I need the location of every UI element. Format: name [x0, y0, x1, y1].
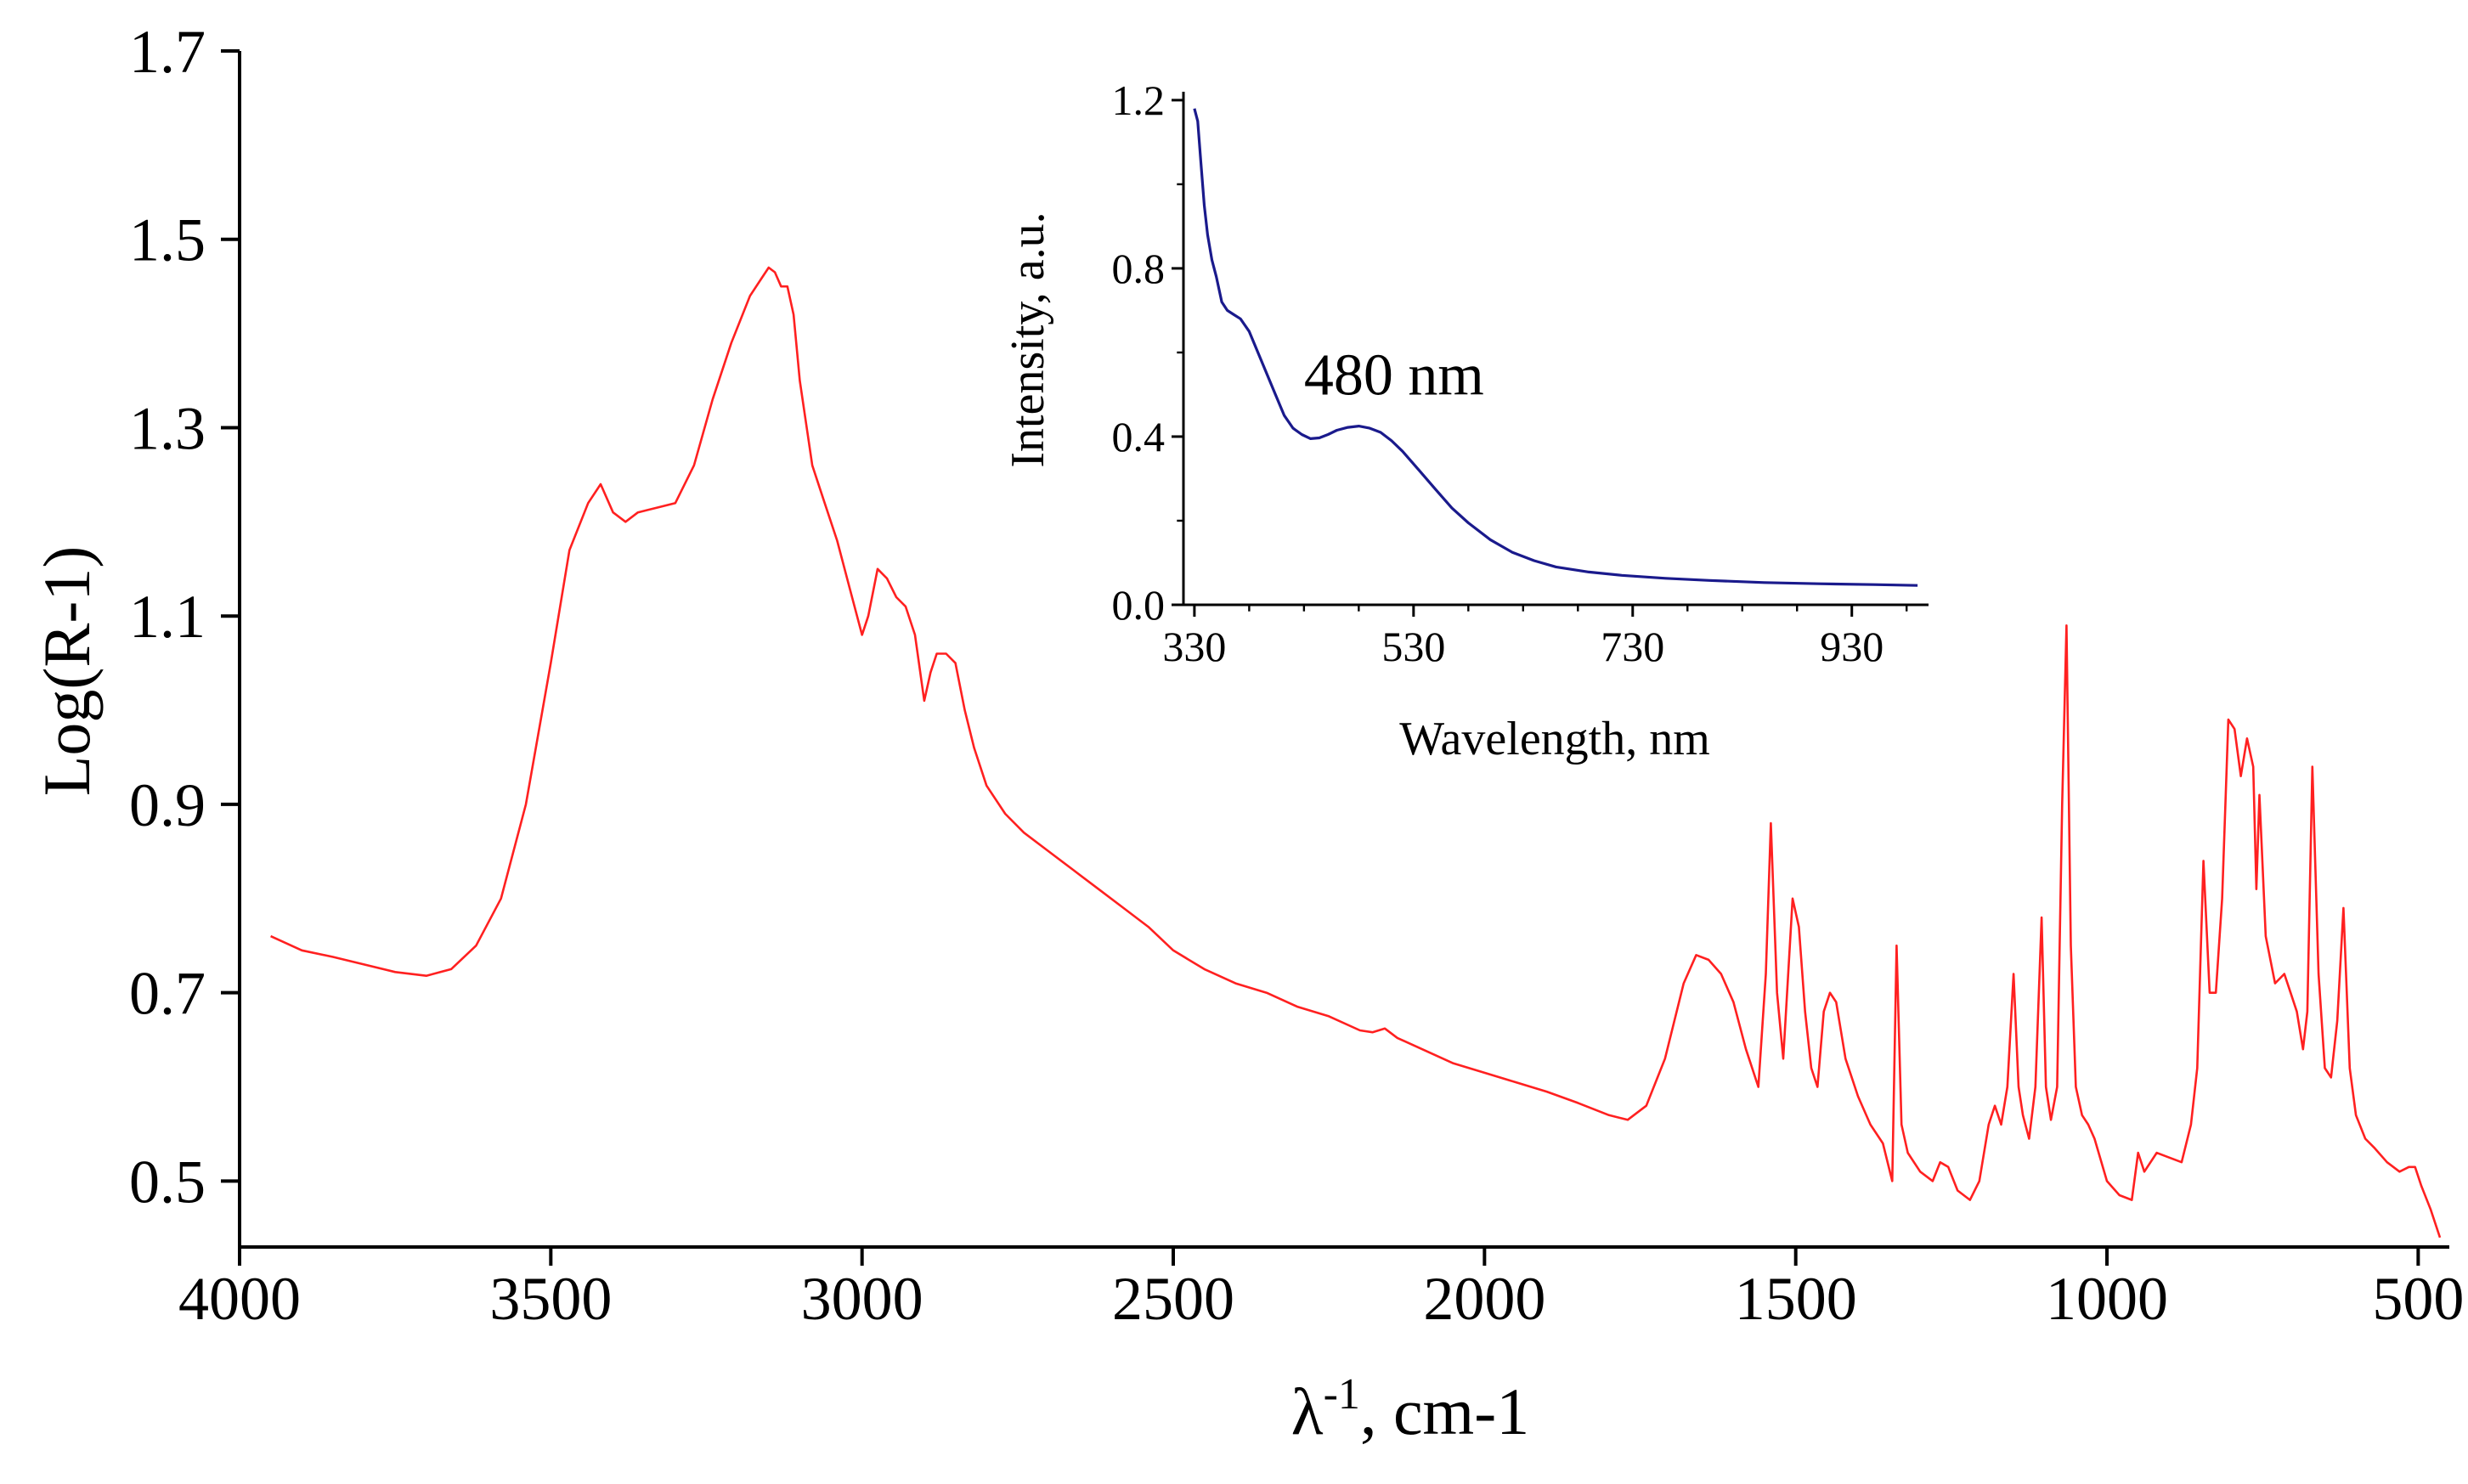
- inset-y-tick-label: 0.8: [1112, 245, 1166, 292]
- inset-x-tick-label: 930: [1820, 623, 1883, 670]
- main-spectrum-line: [270, 266, 2442, 1239]
- inset-x-tick-label: 730: [1601, 623, 1664, 670]
- main-y-axis-title: Log(R-1): [30, 546, 104, 797]
- main-x-tick-label: 3500: [489, 1265, 612, 1333]
- inset-y-tick-label: 1.2: [1112, 76, 1166, 124]
- main-x-tick-label: 4000: [178, 1265, 301, 1333]
- x-axis-title-base: λ: [1291, 1374, 1324, 1448]
- inset-peak-annotation: 480 nm: [1304, 342, 1484, 408]
- main-x-tick-label: 2000: [1423, 1265, 1545, 1333]
- main-x-tick-label: 1000: [2046, 1265, 2168, 1333]
- inset-plot: 330 530 730 930 0.0 0.4 0.8 1.2 Wavelength, nm In…: [1002, 76, 1929, 765]
- main-y-tick-label: 1.3: [129, 394, 206, 462]
- main-x-tick-label: 3000: [801, 1265, 923, 1333]
- inset-x-axis-title: Wavelength, nm: [1399, 713, 1710, 765]
- inset-y-tick-label: 0.0: [1112, 581, 1166, 629]
- main-x-axis-title: λ-1, cm-1: [1291, 1370, 1529, 1448]
- x-axis-title-unit: , cm-1: [1360, 1374, 1529, 1448]
- inset-y-axis-title: Intensity, a.u.: [1002, 212, 1054, 467]
- inset-spectrum-line: [1193, 108, 1918, 587]
- main-x-tick-label: 1500: [1735, 1265, 1857, 1333]
- inset-x-tick-label: 530: [1381, 623, 1445, 670]
- main-plot: 4000 3500 3000 2500 2000 1500 1000 500 1.7 1.5 1.3…: [30, 18, 2464, 1448]
- main-x-tick-label: 500: [2372, 1265, 2464, 1333]
- main-y-tick-label: 0.5: [129, 1148, 206, 1216]
- main-y-tick-label: 1.5: [129, 206, 206, 274]
- inset-y-tick-label: 0.4: [1112, 413, 1166, 460]
- main-y-tick-label: 1.1: [129, 583, 206, 651]
- main-y-tick-label: 0.9: [129, 771, 206, 839]
- inset-x-tick-label: 330: [1162, 623, 1226, 670]
- x-axis-title-sup: -1: [1324, 1370, 1360, 1419]
- main-y-tick-label: 1.7: [129, 18, 206, 86]
- main-y-tick-label: 0.7: [129, 960, 206, 1028]
- main-x-tick-label: 2500: [1112, 1265, 1234, 1333]
